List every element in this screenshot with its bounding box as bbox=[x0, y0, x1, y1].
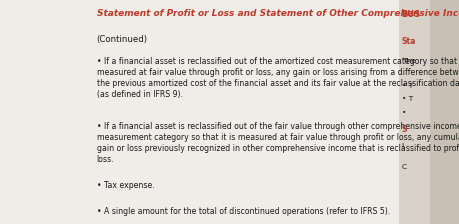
Text: C: C bbox=[401, 164, 406, 170]
Polygon shape bbox=[398, 0, 459, 224]
Text: S: S bbox=[401, 125, 406, 134]
Text: • T: • T bbox=[401, 96, 412, 102]
Text: I: I bbox=[401, 143, 403, 149]
Text: • If a financial asset is reclassified out of the fair value through other compr: • If a financial asset is reclassified o… bbox=[96, 122, 459, 164]
Text: Statement of Profit or Loss and Statement of Other Comprehensive Income: Statement of Profit or Loss and Statemen… bbox=[96, 9, 459, 18]
Text: The: The bbox=[401, 58, 414, 64]
Text: Sta: Sta bbox=[401, 37, 415, 46]
Text: • A single amount for the total of discontinued operations (refer to IFRS 5).: • A single amount for the total of disco… bbox=[96, 207, 389, 216]
Text: (Continued): (Continued) bbox=[96, 35, 147, 44]
Text: •: • bbox=[401, 110, 405, 116]
Text: BUS: BUS bbox=[401, 10, 420, 19]
Text: • If a financial asset is reclassified out of the amortized cost measurement cat: • If a financial asset is reclassified o… bbox=[96, 57, 459, 99]
Polygon shape bbox=[429, 0, 459, 224]
Text: • T: • T bbox=[401, 83, 412, 89]
Text: • Tax expense.: • Tax expense. bbox=[96, 181, 154, 190]
